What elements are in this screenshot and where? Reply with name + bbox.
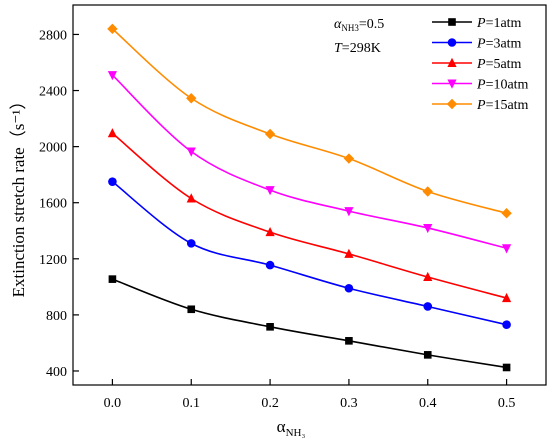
data-point xyxy=(265,226,275,237)
legend-item: P=5atm xyxy=(432,57,522,72)
legend-label-value: =1atm xyxy=(486,16,522,31)
data-point xyxy=(502,363,511,372)
series-layer xyxy=(107,23,512,372)
data-point xyxy=(265,260,275,270)
y-tick-label: 1200 xyxy=(39,253,67,268)
x-tick-label: 0.1 xyxy=(183,396,201,411)
data-point xyxy=(107,71,118,81)
legend-label-value: =5atm xyxy=(486,57,522,72)
x-axis-title-sub: NH₃ xyxy=(286,427,306,439)
x-tick-label: 0.3 xyxy=(340,396,358,411)
data-point xyxy=(187,305,196,314)
x-axis-title-main: α xyxy=(277,417,286,436)
annotation-temp-value: =298K xyxy=(342,41,381,56)
legend-marker xyxy=(446,98,458,110)
series-line xyxy=(111,28,507,215)
data-point xyxy=(344,248,354,258)
series-3 xyxy=(107,71,512,254)
data-point xyxy=(265,186,275,196)
data-point xyxy=(264,128,276,140)
legend-item: P=10atm xyxy=(432,78,529,93)
data-point xyxy=(186,239,196,248)
data-point xyxy=(423,271,433,282)
legend-item: P=1atm xyxy=(432,16,522,31)
legend-marker xyxy=(447,38,457,47)
data-point xyxy=(501,208,512,219)
data-point xyxy=(502,320,511,330)
data-point xyxy=(501,292,512,303)
legend-label: P=1atm xyxy=(476,16,522,31)
legend-item: P=15atm xyxy=(432,98,529,113)
series-0 xyxy=(108,275,511,372)
legend-label: P=10atm xyxy=(476,78,529,93)
legend-label: P=15atm xyxy=(476,98,529,113)
data-point xyxy=(423,302,433,311)
annotation-temp-symbol: T xyxy=(334,41,343,56)
annotation-alpha-symbol: α xyxy=(334,17,342,32)
data-point xyxy=(423,351,432,359)
annotation-alpha-sub: NH3 xyxy=(341,23,359,33)
legend-label: P=5atm xyxy=(476,57,522,72)
legend-label-var: P xyxy=(476,98,486,113)
legend-marker xyxy=(447,57,457,67)
series-line xyxy=(112,278,507,369)
data-point xyxy=(186,193,196,203)
series-1 xyxy=(108,177,511,330)
legend-label-var: P xyxy=(476,78,486,93)
annotation-alpha: αNH3=0.5 xyxy=(334,17,384,33)
x-tick-label: 0.4 xyxy=(419,396,437,411)
legend-marker xyxy=(447,79,457,89)
data-point xyxy=(107,23,118,35)
y-tick-label: 2000 xyxy=(39,141,67,156)
series-4 xyxy=(107,23,512,219)
y-tick-label: 2800 xyxy=(39,28,67,43)
legend-marker xyxy=(448,18,456,26)
x-tick-label: 0.5 xyxy=(498,396,516,411)
data-point xyxy=(423,223,433,234)
data-point xyxy=(108,177,117,186)
series-line xyxy=(111,132,507,299)
legend-label: P=3atm xyxy=(476,37,522,52)
y-axis-title: Extinction stretch rate（s⁻¹） xyxy=(9,93,28,298)
y-tick-label: 2400 xyxy=(39,85,67,100)
data-point xyxy=(501,244,512,254)
data-point xyxy=(345,337,353,345)
legend-label-var: P xyxy=(476,37,486,52)
data-point xyxy=(108,275,117,283)
data-point xyxy=(344,207,354,217)
legend-label-value: =15atm xyxy=(486,98,529,113)
legend-label-value: =10atm xyxy=(486,78,529,93)
legend-label-var: P xyxy=(476,57,486,72)
data-point xyxy=(186,93,197,104)
annotation-alpha-value: =0.5 xyxy=(359,17,384,32)
data-point xyxy=(422,186,433,197)
series-line xyxy=(111,74,507,250)
data-point xyxy=(107,128,118,138)
y-tick-label: 800 xyxy=(46,309,67,324)
x-tick-label: 0.2 xyxy=(261,396,279,411)
data-point xyxy=(344,283,354,293)
legend-item: P=3atm xyxy=(432,37,522,52)
series-2 xyxy=(107,128,512,303)
annotation-temperature: T=298K xyxy=(334,41,381,56)
axis-ticks: 400 800 1200 1600 2000 2400 2800 0.0 0.1 0.2 0.3 0.… xyxy=(39,28,515,411)
data-point xyxy=(343,153,355,164)
y-tick-label: 400 xyxy=(46,365,67,380)
legend-label-value: =3atm xyxy=(486,37,522,52)
y-tick-label: 1600 xyxy=(39,197,67,212)
data-point xyxy=(266,323,274,331)
x-tick-label: 0.0 xyxy=(104,396,122,411)
plot-frame xyxy=(72,4,547,386)
x-axis-title: αNH₃ xyxy=(277,417,306,439)
legend-label-var: P xyxy=(476,16,486,31)
data-point xyxy=(186,147,196,157)
